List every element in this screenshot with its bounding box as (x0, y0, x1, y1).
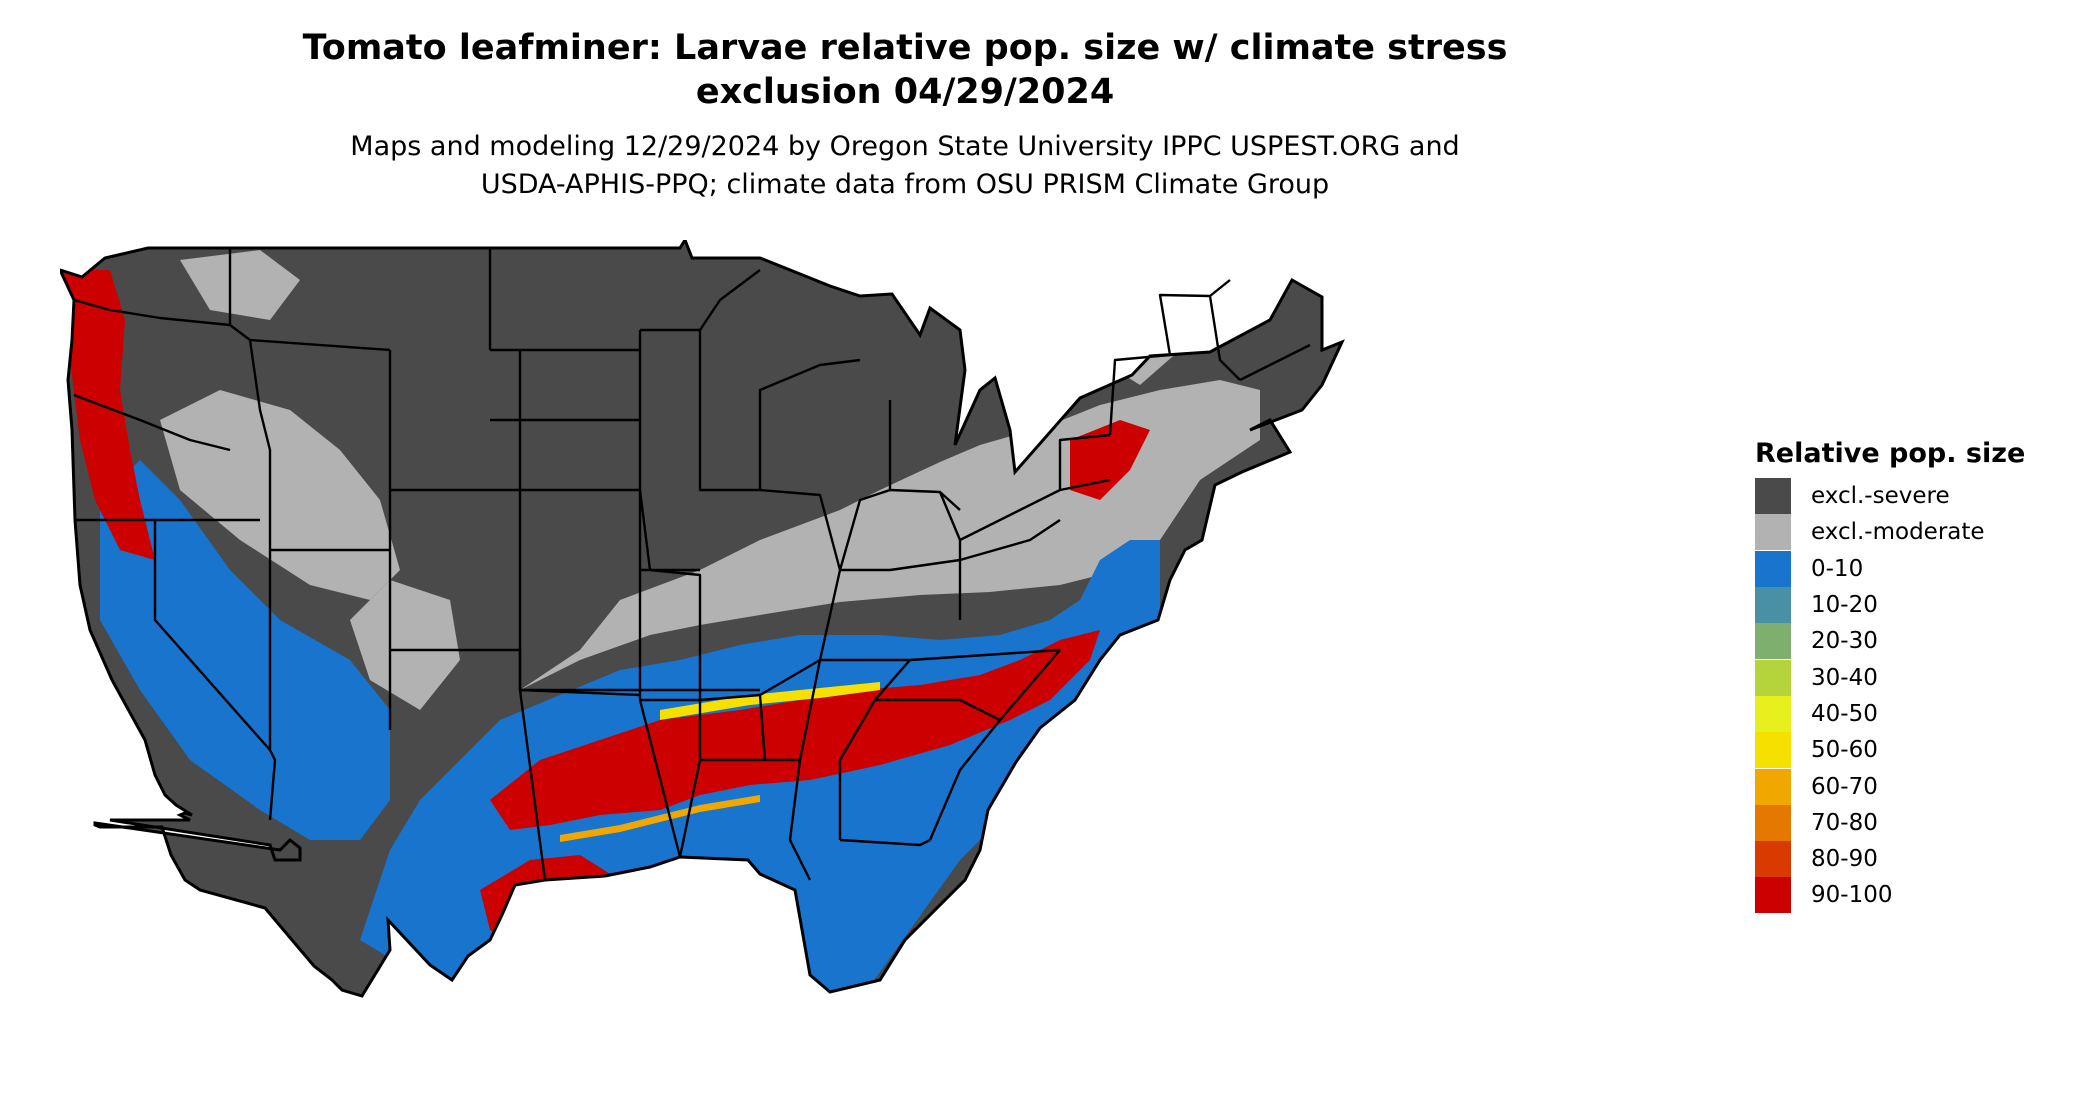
legend-items: excl.-severe excl.-moderate 0-10 10-20 20-30… (1755, 478, 2075, 914)
band-60-70-transition (560, 795, 760, 842)
legend-label: 40-50 (1811, 700, 1878, 727)
band-0-10-west (100, 460, 390, 840)
legend-swatch (1755, 514, 1791, 551)
band-90-100-mid-atlantic (1070, 420, 1150, 500)
legend-swatch (1755, 695, 1791, 732)
legend-label: excl.-moderate (1811, 519, 1985, 546)
band-90-100-south (490, 630, 1100, 830)
legend-swatch (1755, 804, 1791, 841)
legend-item: excl.-severe (1755, 478, 2075, 515)
legend-item: 80-90 (1755, 841, 2075, 878)
legend-label: 50-60 (1811, 737, 1878, 764)
legend-label: 10-20 (1811, 592, 1878, 619)
legend-item: 70-80 (1755, 804, 2075, 841)
us-population-map (60, 240, 1344, 998)
legend-swatch (1755, 841, 1791, 878)
legend-label: 0-10 (1811, 555, 1864, 582)
map-subtitle-line-1: Maps and modeling 12/29/2024 by Oregon S… (350, 131, 1460, 162)
excl-moderate-west-3 (350, 580, 460, 710)
legend-item: 40-50 (1755, 695, 2075, 732)
legend-item: 30-40 (1755, 659, 2075, 696)
legend-label: 30-40 (1811, 664, 1878, 691)
legend-swatch (1755, 478, 1791, 515)
legend-label: 80-90 (1811, 846, 1878, 873)
legend-swatch (1755, 659, 1791, 696)
legend-item: 10-20 (1755, 587, 2075, 624)
legend-swatch (1755, 877, 1791, 914)
legend-label: 70-80 (1811, 809, 1878, 836)
legend-item: 20-30 (1755, 623, 2075, 660)
legend-swatch (1755, 768, 1791, 805)
legend-swatch (1755, 550, 1791, 587)
legend-label: 90-100 (1811, 882, 1893, 909)
excl-moderate-west-2 (180, 250, 300, 320)
legend-item: 0-10 (1755, 550, 2075, 587)
legend-item: excl.-moderate (1755, 514, 2075, 551)
band-90-100-west-coast (60, 270, 155, 560)
legend-item: 60-70 (1755, 768, 2075, 805)
legend-swatch (1755, 623, 1791, 660)
legend-item: 90-100 (1755, 877, 2075, 914)
legend-label: 20-30 (1811, 628, 1878, 655)
legend-title: Relative pop. size (1755, 438, 2026, 469)
band-50-60-transition (660, 682, 880, 720)
map-legend: Relative pop. size excl.-severe excl.-mod… (1755, 436, 2075, 914)
map-title-line-2: exclusion 04/29/2024 (695, 72, 1115, 112)
legend-label: excl.-severe (1811, 483, 1950, 510)
map-title-line-1: Tomato leafminer: Larvae relative pop. s… (302, 28, 1508, 68)
state-borders (73, 248, 1311, 881)
legend-swatch (1755, 732, 1791, 769)
excl-moderate-west-1 (160, 390, 400, 600)
map-subtitle-line-2: USDA-APHIS-PPQ; climate data from OSU PR… (480, 169, 1330, 200)
map-fill-layers (60, 240, 1342, 996)
legend-swatch (1755, 587, 1791, 624)
legend-item: 50-60 (1755, 732, 2075, 769)
legend-label: 60-70 (1811, 773, 1878, 800)
